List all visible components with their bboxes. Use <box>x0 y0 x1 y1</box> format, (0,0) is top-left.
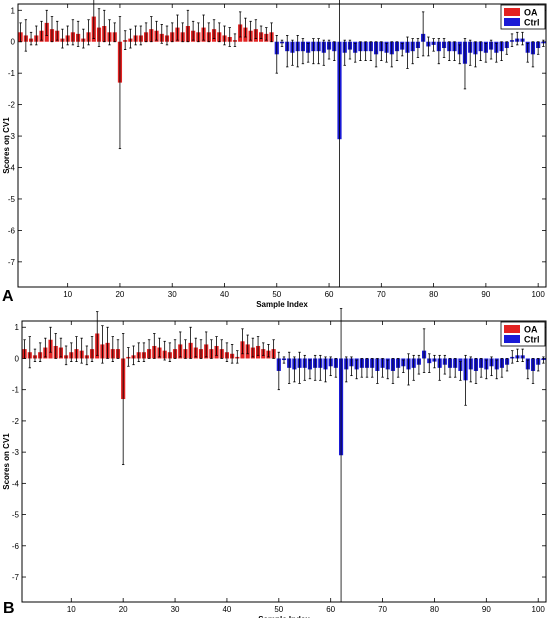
x-tick-label: 60 <box>325 290 334 299</box>
x-tick-label: 70 <box>377 290 386 299</box>
x-tick-label: 10 <box>63 290 72 299</box>
legend-swatch-ctrl <box>504 18 520 26</box>
y-tick-label: -3 <box>12 448 20 457</box>
y-tick-label: -5 <box>8 195 16 204</box>
x-tick-label: 50 <box>274 605 283 614</box>
x-axis-label: Sample Index <box>258 615 310 618</box>
y-tick-label: -6 <box>12 542 20 551</box>
y-tick-label: -2 <box>12 417 20 426</box>
legend-swatch-oa <box>504 8 520 16</box>
x-tick-label: 50 <box>272 290 281 299</box>
y-tick-label: 1 <box>11 6 16 15</box>
y-tick-label: 0 <box>11 38 16 47</box>
x-tick-label: 100 <box>531 290 545 299</box>
y-tick-label: -4 <box>8 164 16 173</box>
y-tick-label: -1 <box>12 386 20 395</box>
y-tick-label: -3 <box>8 132 16 141</box>
legend-label-ctrl: Ctrl <box>524 18 540 28</box>
x-tick-label: 20 <box>119 605 128 614</box>
panel-letter: B <box>3 600 15 617</box>
x-tick-label: 60 <box>326 605 335 614</box>
y-axis-label: Scores on CV1 <box>2 117 11 174</box>
y-tick-label: -7 <box>12 573 20 582</box>
legend-label-ctrl: Ctrl <box>524 335 540 345</box>
y-tick-label: -7 <box>8 258 16 267</box>
x-tick-label: 30 <box>171 605 180 614</box>
y-tick-label: -1 <box>8 69 16 78</box>
x-tick-label: 90 <box>482 605 491 614</box>
x-tick-label: 90 <box>481 290 490 299</box>
legend-label-oa: OA <box>524 8 538 18</box>
x-tick-label: 80 <box>429 290 438 299</box>
x-tick-label: 100 <box>532 605 546 614</box>
y-axis-label: Scores on CV1 <box>2 433 11 490</box>
x-tick-label: 70 <box>378 605 387 614</box>
x-tick-label: 40 <box>220 290 229 299</box>
x-tick-label: 30 <box>168 290 177 299</box>
x-tick-label: 80 <box>430 605 439 614</box>
legend-swatch-oa <box>504 325 520 333</box>
x-tick-label: 10 <box>67 605 76 614</box>
panel-a: 10-1-2-3-4-5-6-710 20 30 40 50 60 70 80 90 100Sam… <box>2 0 547 309</box>
y-tick-label: -2 <box>8 101 16 110</box>
x-axis-label: Sample Index <box>256 300 308 309</box>
y-tick-label: 0 <box>15 354 20 363</box>
x-tick-label: 20 <box>115 290 124 299</box>
y-tick-label: -6 <box>8 226 16 235</box>
x-tick-label: 40 <box>222 605 231 614</box>
panel-letter: A <box>2 288 14 305</box>
y-tick-label: -5 <box>12 511 20 520</box>
panel-b: 10-1-2-3-4-5-6-7102030405060708090100Sam… <box>2 308 547 618</box>
y-tick-label: 1 <box>15 323 20 332</box>
legend-swatch-ctrl <box>504 335 520 343</box>
legend-label-oa: OA <box>524 325 538 335</box>
y-tick-label: -4 <box>12 479 20 488</box>
